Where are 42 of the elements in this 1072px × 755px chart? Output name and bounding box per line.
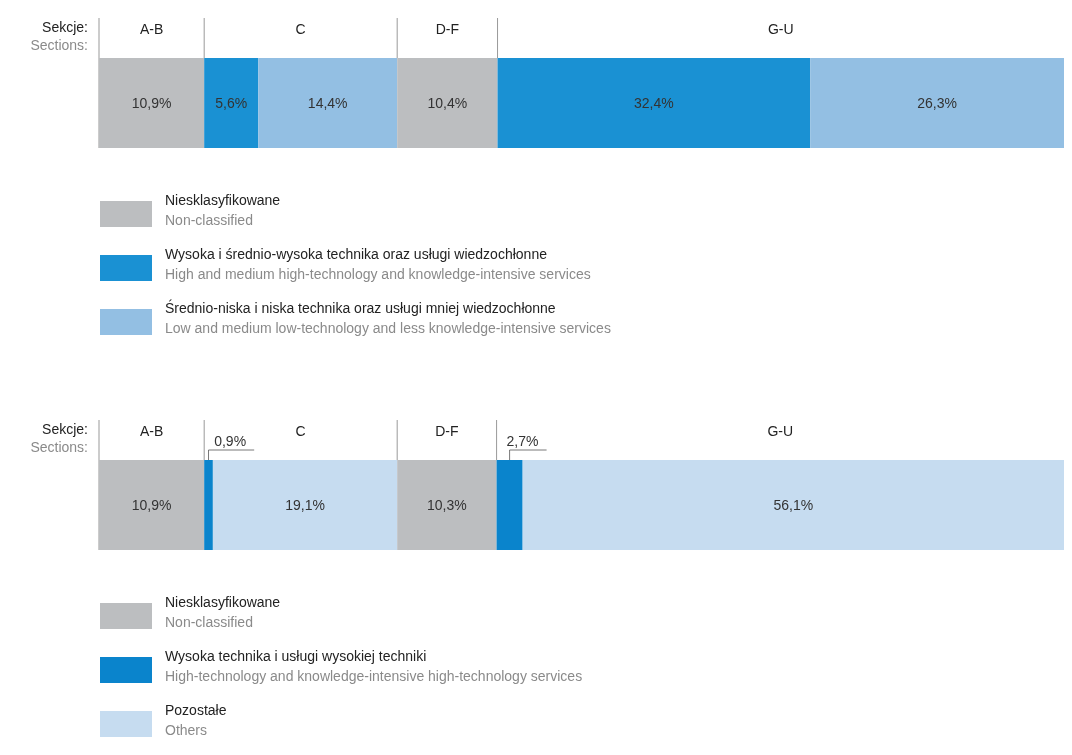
legend-label: Niesklasyfikowane Non-classified bbox=[165, 192, 281, 228]
text: Sekcje: bbox=[42, 421, 88, 437]
bar bbox=[99, 460, 205, 550]
bar bbox=[496, 460, 523, 550]
text: G-U bbox=[767, 21, 794, 37]
text: C bbox=[295, 423, 306, 439]
data-label: 0,9% bbox=[214, 433, 247, 449]
text: Sekcje: bbox=[42, 19, 88, 35]
bar bbox=[99, 58, 205, 148]
data-label: 19,1% bbox=[285, 497, 325, 513]
text: Sections: bbox=[30, 37, 88, 53]
data-label: 32,4% bbox=[634, 95, 674, 111]
legend-label: Niesklasyfikowane Non-classified bbox=[165, 594, 281, 630]
data-label: 26,3% bbox=[917, 95, 957, 111]
bar bbox=[810, 58, 1064, 148]
data-label: 10,4% bbox=[427, 95, 468, 111]
legend-label: Wysoka i średnio-wysoka technika oraz usługi wiedzochłonne High and medium high-technology and knowledge-intensive services bbox=[165, 246, 591, 282]
data-label: 5,6% bbox=[215, 95, 248, 111]
legend-label: Średnio-niska i niska technika oraz usługi mniej wiedzochłonne Low and medium low-technology and less knowledge-intensive services bbox=[165, 299, 611, 336]
text: G-U bbox=[767, 423, 794, 439]
bar bbox=[522, 460, 1064, 550]
legend-label: Pozostałe Others bbox=[165, 702, 227, 738]
legend-label: Wysoka technika i usługi wysokiej techniki High-technology and knowledge-intensive high-technology services bbox=[165, 648, 583, 684]
data-label: 10,9% bbox=[131, 497, 172, 513]
bar bbox=[397, 58, 498, 148]
text: Sections: bbox=[30, 439, 88, 455]
bar bbox=[204, 58, 259, 148]
text: D-F bbox=[435, 21, 460, 37]
text: A-B bbox=[139, 423, 164, 439]
bar bbox=[497, 58, 811, 148]
data-label: 2,7% bbox=[506, 433, 539, 449]
data-label: 14,4% bbox=[307, 95, 348, 111]
bar bbox=[258, 58, 398, 148]
bar bbox=[212, 460, 398, 550]
data-label: 10,3% bbox=[427, 497, 467, 513]
bar bbox=[397, 460, 497, 550]
data-label: 10,9% bbox=[131, 95, 172, 111]
text: C bbox=[295, 21, 306, 37]
text: A-B bbox=[139, 21, 164, 37]
text: D-F bbox=[435, 423, 459, 439]
data-label: 56,1% bbox=[773, 497, 814, 513]
bar bbox=[204, 460, 213, 550]
